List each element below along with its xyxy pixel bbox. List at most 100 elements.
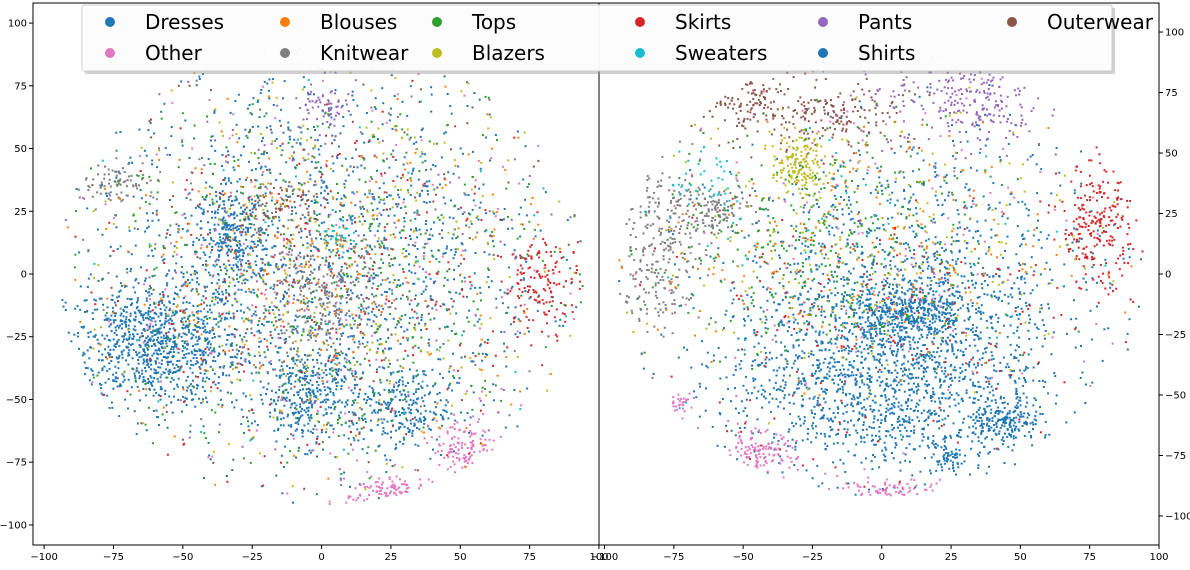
scatter-point (273, 285, 276, 288)
scatter-point (183, 316, 186, 319)
scatter-point (369, 404, 372, 407)
scatter-point (107, 378, 110, 381)
scatter-point (287, 206, 290, 209)
scatter-point (482, 404, 485, 406)
scatter-point (120, 285, 123, 287)
scatter-point (177, 231, 180, 234)
scatter-point (375, 305, 378, 308)
scatter-point (259, 92, 262, 95)
scatter-point (182, 301, 185, 304)
scatter-point (400, 326, 403, 329)
scatter-point (230, 381, 233, 384)
scatter-point (435, 272, 438, 275)
scatter-point (325, 283, 328, 286)
scatter-point (274, 448, 277, 451)
scatter-point (286, 492, 289, 495)
scatter-point (370, 475, 373, 478)
scatter-point (252, 313, 255, 316)
scatter-point (224, 177, 227, 179)
scatter-point (297, 393, 300, 396)
scatter-point (253, 291, 256, 294)
scatter-point (306, 242, 309, 245)
scatter-point (86, 207, 89, 210)
scatter-point (279, 196, 282, 199)
scatter-point (212, 240, 215, 243)
scatter-point (110, 298, 113, 301)
scatter-point (411, 403, 414, 406)
scatter-point (328, 311, 331, 314)
scatter-point (355, 295, 358, 298)
scatter-point (338, 254, 340, 257)
scatter-point (225, 211, 228, 214)
scatter-point (194, 328, 196, 331)
scatter-point (129, 312, 132, 315)
scatter-point (113, 312, 116, 315)
scatter-point (554, 262, 557, 265)
scatter-point (358, 417, 361, 420)
scatter-point (290, 218, 293, 221)
scatter-point (474, 355, 477, 358)
scatter-point (361, 132, 364, 135)
scatter-point (408, 235, 411, 238)
scatter-point (136, 297, 139, 300)
scatter-point (212, 461, 215, 464)
scatter-point (259, 194, 262, 197)
scatter-point (362, 83, 365, 86)
scatter-point (108, 325, 111, 328)
scatter-point (401, 294, 404, 297)
scatter-point (566, 219, 569, 222)
scatter-point (243, 282, 246, 285)
scatter-point (545, 313, 548, 316)
scatter-point (124, 180, 127, 183)
scatter-point (401, 173, 404, 176)
scatter-point (468, 457, 471, 460)
scatter-point (402, 198, 405, 201)
scatter-point (429, 295, 432, 298)
scatter-point (262, 218, 265, 221)
scatter-point (296, 421, 299, 424)
scatter-point (302, 295, 305, 297)
scatter-point (171, 314, 174, 317)
scatter-point (234, 99, 237, 102)
scatter-point (527, 254, 530, 257)
scatter-point (334, 114, 337, 117)
scatter-point (350, 289, 353, 292)
scatter-point (471, 106, 474, 109)
scatter-point (127, 342, 130, 345)
scatter-point (367, 298, 370, 301)
scatter-point (330, 106, 333, 109)
scatter-point (262, 274, 265, 277)
scatter-point (503, 291, 506, 294)
scatter-point (302, 366, 305, 369)
scatter-point (118, 180, 121, 182)
scatter-point (132, 195, 135, 198)
scatter-point (368, 267, 371, 270)
scatter-point (289, 406, 292, 409)
scatter-point (106, 334, 109, 337)
scatter-point (417, 397, 420, 400)
scatter-point (196, 271, 198, 274)
scatter-point (250, 179, 253, 182)
scatter-point (449, 466, 452, 468)
scatter-point (182, 371, 185, 374)
scatter-point (255, 314, 258, 317)
scatter-point (325, 256, 328, 259)
scatter-point (242, 228, 245, 231)
scatter-point (262, 280, 265, 283)
scatter-point (156, 166, 159, 169)
scatter-point (319, 233, 322, 236)
scatter-point (340, 218, 342, 221)
scatter-point (461, 233, 464, 236)
scatter-point (576, 269, 578, 272)
scatter-point (327, 102, 330, 105)
scatter-point (258, 341, 261, 343)
scatter-point (348, 411, 351, 413)
scatter-point (214, 383, 217, 386)
scatter-point (307, 308, 310, 311)
scatter-point (278, 385, 281, 388)
scatter-point (201, 386, 204, 389)
scatter-point (273, 245, 276, 248)
scatter-point (143, 339, 146, 342)
scatter-point (135, 307, 138, 310)
scatter-point (455, 237, 458, 240)
